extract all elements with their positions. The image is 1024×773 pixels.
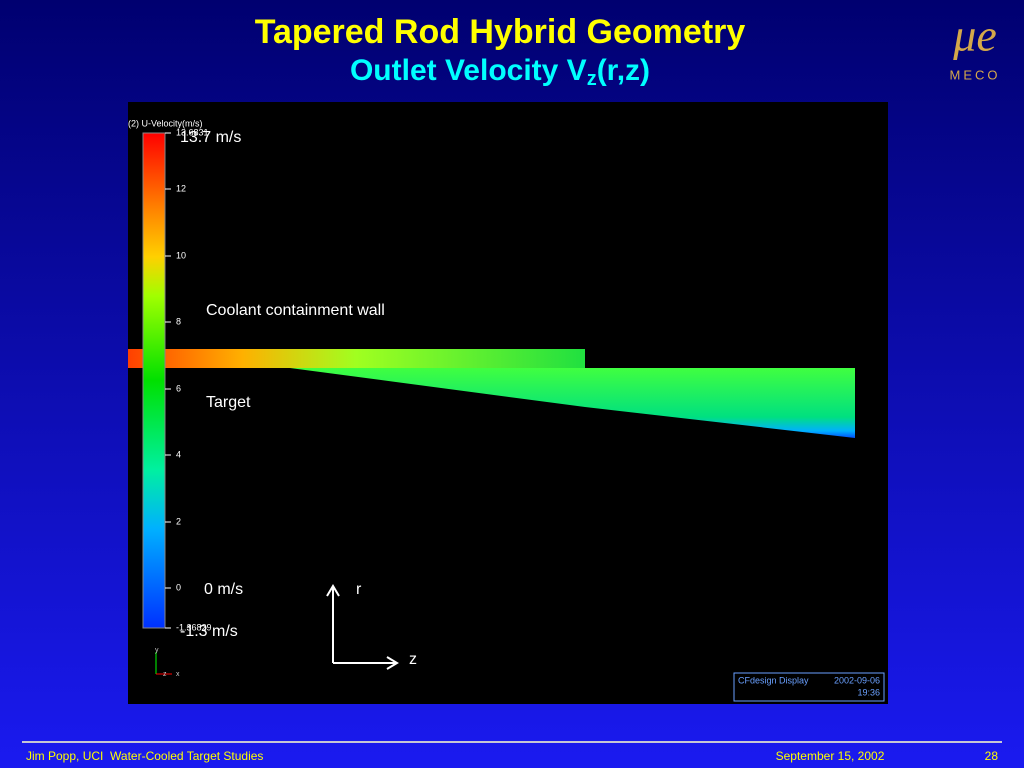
triad-z: z — [163, 671, 167, 678]
subtitle: Outlet Velocity Vz(r,z) — [350, 54, 650, 90]
triad-y: y — [155, 647, 159, 654]
logo-name: MECO — [950, 67, 1001, 82]
subtitle-subscript: z — [587, 68, 597, 90]
info: CFdesign Display 2002-09-06 19:36 — [738, 675, 880, 697]
axes-arrows — [326, 584, 399, 670]
flow-upper — [128, 349, 585, 368]
logo-mark: μe — [952, 10, 997, 61]
info-date: 2002-09-06 — [834, 675, 880, 685]
tick-label: 12 — [176, 183, 186, 193]
subtitle-rest: (r,z) — [597, 54, 650, 87]
tick-label: 6 — [176, 383, 181, 393]
zero-label: 0 m/s — [204, 581, 243, 598]
z-label: z — [409, 651, 417, 668]
tick-label: 8 — [176, 316, 181, 326]
subtitle-main: Outlet Velocity V — [350, 54, 587, 87]
tick-label: 10 — [176, 250, 186, 260]
colorbar — [142, 132, 166, 629]
wall-label: Coolant containment wall — [206, 302, 385, 319]
footer: Jim Popp, UCI Water-Cooled Target Studie… — [26, 749, 998, 763]
title: Tapered Rod Hybrid Geometry — [255, 13, 746, 51]
footer-left: Jim Popp, UCI Water-Cooled Target Studie… — [26, 749, 263, 763]
info-app: CFdesign Display — [738, 675, 809, 685]
tick-label: 0 — [176, 582, 181, 592]
tick-label: 13.6831 — [176, 127, 209, 137]
tick-label: 2 — [176, 516, 181, 526]
max-label: 13.7 m/s — [180, 129, 241, 146]
target-label: Target — [206, 394, 251, 411]
annotations: 13.7 m/s Coolant containment wall Target… — [180, 129, 417, 668]
tick-label: 4 — [176, 449, 181, 459]
footer-page: 28 — [985, 749, 999, 763]
triad-x: x — [176, 671, 180, 678]
footer-date: September 15, 2002 — [776, 749, 885, 763]
colorbar-ticks: 13.6831 12 10 8 6 4 2 0 -1.36829 — [165, 127, 212, 632]
flow-lower — [290, 368, 855, 438]
info-time: 19:36 — [857, 687, 880, 697]
min-label: -1.3 m/s — [180, 623, 238, 640]
r-label: r — [356, 581, 362, 598]
colorbar-title: (2) U-Velocity(m/s) — [128, 118, 203, 128]
triad: y z x — [155, 647, 180, 678]
info-box — [733, 672, 885, 702]
tick-label: -1.36829 — [176, 622, 212, 632]
